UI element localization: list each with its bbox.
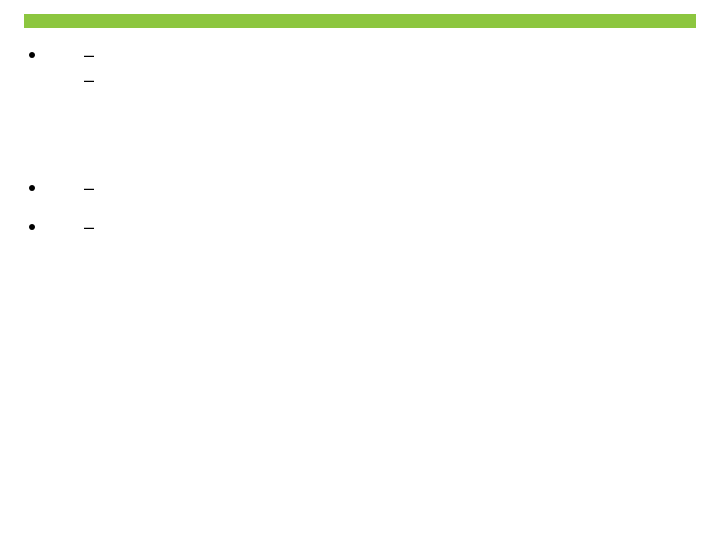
bullet-blueprint-sub xyxy=(48,216,696,239)
content-area xyxy=(24,42,696,240)
diagram-spacer xyxy=(48,99,696,169)
sub-components xyxy=(84,44,696,67)
sub-pipe-filter xyxy=(84,177,696,200)
title-bar xyxy=(24,14,696,28)
sub-blueprint-text xyxy=(84,216,696,239)
slide xyxy=(0,0,720,540)
bullet-notation xyxy=(48,42,696,93)
bullet-list xyxy=(24,42,696,240)
bullet-notation-sub xyxy=(48,44,696,93)
bullet-style xyxy=(48,175,696,200)
bullet-style-sub xyxy=(48,177,696,200)
bullet-blueprint xyxy=(48,214,696,239)
sub-connectors xyxy=(84,69,696,92)
